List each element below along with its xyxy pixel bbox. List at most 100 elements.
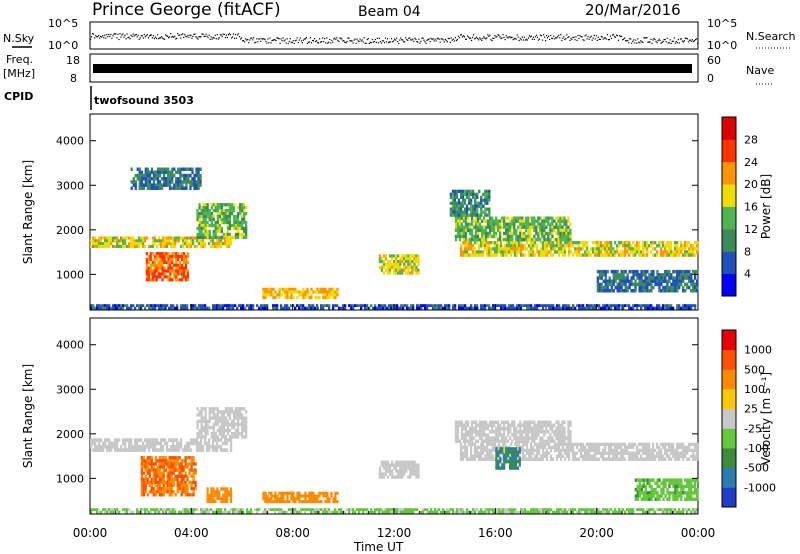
power-cell bbox=[214, 232, 217, 237]
power-cell bbox=[497, 244, 501, 248]
power-cell bbox=[690, 273, 693, 277]
velocity-cell bbox=[229, 499, 233, 504]
power-cell bbox=[453, 204, 457, 208]
velocity-cell bbox=[159, 438, 163, 442]
velocity-cell bbox=[216, 428, 219, 433]
power-cell bbox=[150, 186, 154, 190]
power-cell bbox=[668, 306, 671, 310]
nsky-point bbox=[426, 39, 428, 41]
power-cell bbox=[284, 290, 287, 294]
power-cell bbox=[668, 276, 671, 280]
velocity-cell bbox=[563, 448, 567, 452]
power-cell bbox=[150, 306, 153, 310]
power-cell bbox=[225, 239, 229, 243]
power-cell bbox=[682, 289, 685, 293]
power-cell bbox=[268, 287, 271, 291]
velocity-cell bbox=[696, 451, 699, 455]
power-cell bbox=[486, 201, 489, 205]
velocity-cell bbox=[384, 466, 388, 470]
velocity-cell bbox=[184, 486, 187, 491]
nsky-point bbox=[320, 41, 322, 43]
velocity-cell bbox=[382, 475, 386, 479]
velocity-cell bbox=[294, 497, 297, 501]
velocity-cell bbox=[150, 480, 153, 485]
power-cell bbox=[189, 186, 192, 190]
power-cell bbox=[514, 306, 517, 310]
power-cell bbox=[214, 235, 217, 240]
velocity-cell bbox=[304, 500, 307, 504]
power-cell bbox=[148, 304, 151, 307]
power-cell bbox=[216, 215, 219, 219]
power-cell bbox=[312, 290, 315, 294]
power-cell bbox=[451, 213, 455, 217]
power-cell bbox=[672, 282, 675, 287]
velocity-cell bbox=[401, 472, 404, 476]
power-cell bbox=[415, 271, 418, 275]
nsky-point bbox=[220, 34, 222, 36]
power-cell bbox=[241, 206, 244, 210]
power-cell bbox=[477, 253, 481, 257]
velocity-cell bbox=[243, 435, 246, 439]
power-cell bbox=[189, 236, 193, 240]
velocity-cell bbox=[565, 442, 569, 446]
power-cell bbox=[541, 241, 545, 245]
velocity-cell bbox=[581, 454, 585, 458]
velocity-cell bbox=[491, 445, 495, 449]
nsky-point bbox=[400, 37, 402, 39]
velocity-cell bbox=[210, 410, 213, 414]
power-cell bbox=[499, 231, 502, 236]
power-cell bbox=[646, 279, 649, 283]
velocity-cell bbox=[660, 454, 663, 458]
nsky-point bbox=[478, 39, 480, 41]
power-cell bbox=[487, 250, 491, 254]
power-cell bbox=[171, 167, 174, 171]
power-cell bbox=[200, 223, 203, 228]
power-cell bbox=[149, 272, 152, 276]
velocity-cell bbox=[236, 425, 240, 430]
velocity-cell bbox=[102, 441, 105, 446]
power-ytick-label: 4000 bbox=[56, 135, 84, 148]
velocity-cell bbox=[164, 480, 167, 485]
nsky-point bbox=[675, 41, 677, 43]
nsky-point bbox=[418, 38, 420, 40]
velocity-cell bbox=[535, 445, 539, 449]
power-cell bbox=[474, 222, 478, 226]
nsky-point bbox=[225, 34, 227, 36]
power-cell bbox=[145, 260, 148, 264]
velocity-cell bbox=[182, 483, 185, 488]
velocity-cell bbox=[199, 448, 203, 452]
power-cell bbox=[386, 265, 390, 269]
power-cell bbox=[476, 210, 479, 214]
velocity-cell bbox=[162, 486, 165, 491]
velocity-cell bbox=[206, 422, 209, 427]
power-cell bbox=[187, 173, 190, 178]
power-cell bbox=[634, 273, 637, 277]
power-cell bbox=[470, 210, 473, 214]
power-cell bbox=[606, 285, 609, 290]
power-cell bbox=[245, 223, 248, 228]
velocity-cell bbox=[234, 407, 238, 411]
power-cell bbox=[656, 273, 659, 277]
power-cell bbox=[480, 213, 483, 217]
power-cell bbox=[148, 183, 152, 187]
velocity-cell bbox=[143, 438, 147, 442]
power-cell bbox=[660, 250, 663, 254]
power-cell bbox=[485, 244, 489, 248]
velocity-cell bbox=[229, 441, 233, 446]
power-cell bbox=[211, 242, 215, 246]
power-cell bbox=[616, 285, 619, 290]
power-cell bbox=[236, 212, 240, 216]
velocity-cell bbox=[168, 483, 171, 488]
power-cell bbox=[466, 228, 470, 233]
nsky-point bbox=[640, 40, 642, 42]
nsky-point bbox=[588, 38, 590, 40]
power-cell bbox=[214, 304, 217, 307]
velocity-cell bbox=[603, 442, 607, 446]
nsky-point bbox=[273, 39, 275, 41]
power-cell bbox=[501, 225, 504, 229]
velocity-cell bbox=[454, 420, 458, 424]
power-cell bbox=[599, 247, 603, 251]
power-cell bbox=[228, 226, 232, 231]
velocity-cell bbox=[652, 454, 655, 458]
power-cell bbox=[545, 237, 548, 242]
